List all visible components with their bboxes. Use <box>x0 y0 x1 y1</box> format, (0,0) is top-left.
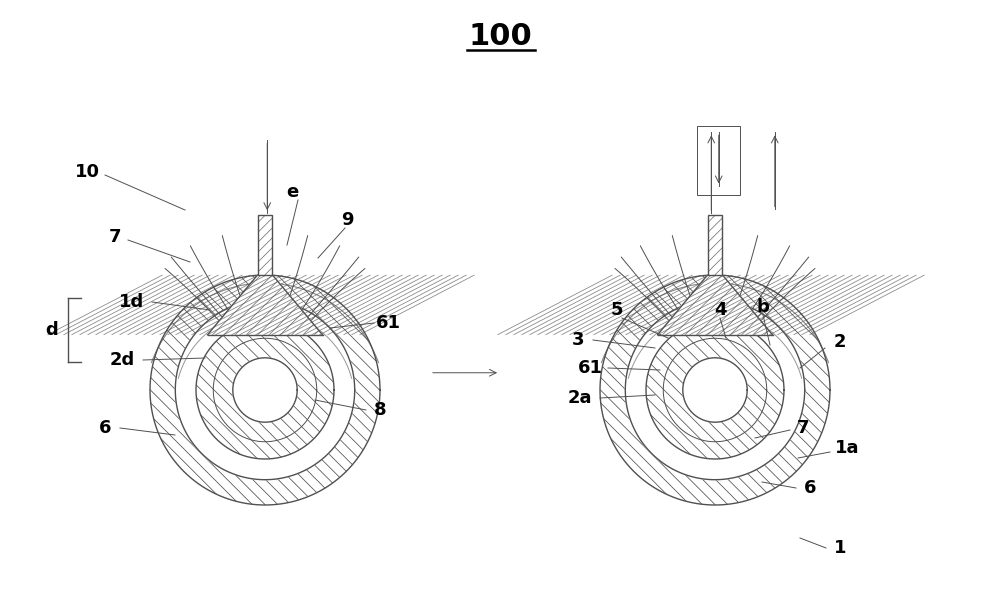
Text: 100: 100 <box>468 22 532 51</box>
Polygon shape <box>646 321 784 459</box>
Text: b: b <box>757 298 769 316</box>
Text: 61: 61 <box>578 359 602 377</box>
Polygon shape <box>600 275 830 505</box>
Text: 1a: 1a <box>835 439 859 457</box>
Text: 5: 5 <box>611 301 623 319</box>
Polygon shape <box>625 300 805 480</box>
Text: 2d: 2d <box>109 351 135 369</box>
Polygon shape <box>683 358 747 423</box>
Text: 9: 9 <box>341 211 353 229</box>
Text: e: e <box>286 183 298 201</box>
Text: 1d: 1d <box>119 293 145 311</box>
Text: 3: 3 <box>572 331 584 349</box>
Text: 1: 1 <box>834 539 846 557</box>
Polygon shape <box>196 321 334 459</box>
Text: d: d <box>46 321 58 339</box>
Text: 6: 6 <box>804 479 816 497</box>
Polygon shape <box>658 275 772 335</box>
Bar <box>697 125 740 194</box>
Text: 4: 4 <box>714 301 726 319</box>
Polygon shape <box>175 300 355 480</box>
Polygon shape <box>150 275 380 505</box>
Bar <box>258 215 272 275</box>
Bar <box>708 215 722 275</box>
Text: 7: 7 <box>109 228 121 246</box>
Text: 10: 10 <box>74 163 100 181</box>
Text: 61: 61 <box>376 314 400 332</box>
Text: 8: 8 <box>374 401 386 419</box>
Text: 2a: 2a <box>568 389 592 407</box>
Text: 6: 6 <box>99 419 111 437</box>
Polygon shape <box>233 358 297 423</box>
Text: 2: 2 <box>834 333 846 351</box>
Text: 7: 7 <box>797 419 809 437</box>
Polygon shape <box>208 275 322 335</box>
